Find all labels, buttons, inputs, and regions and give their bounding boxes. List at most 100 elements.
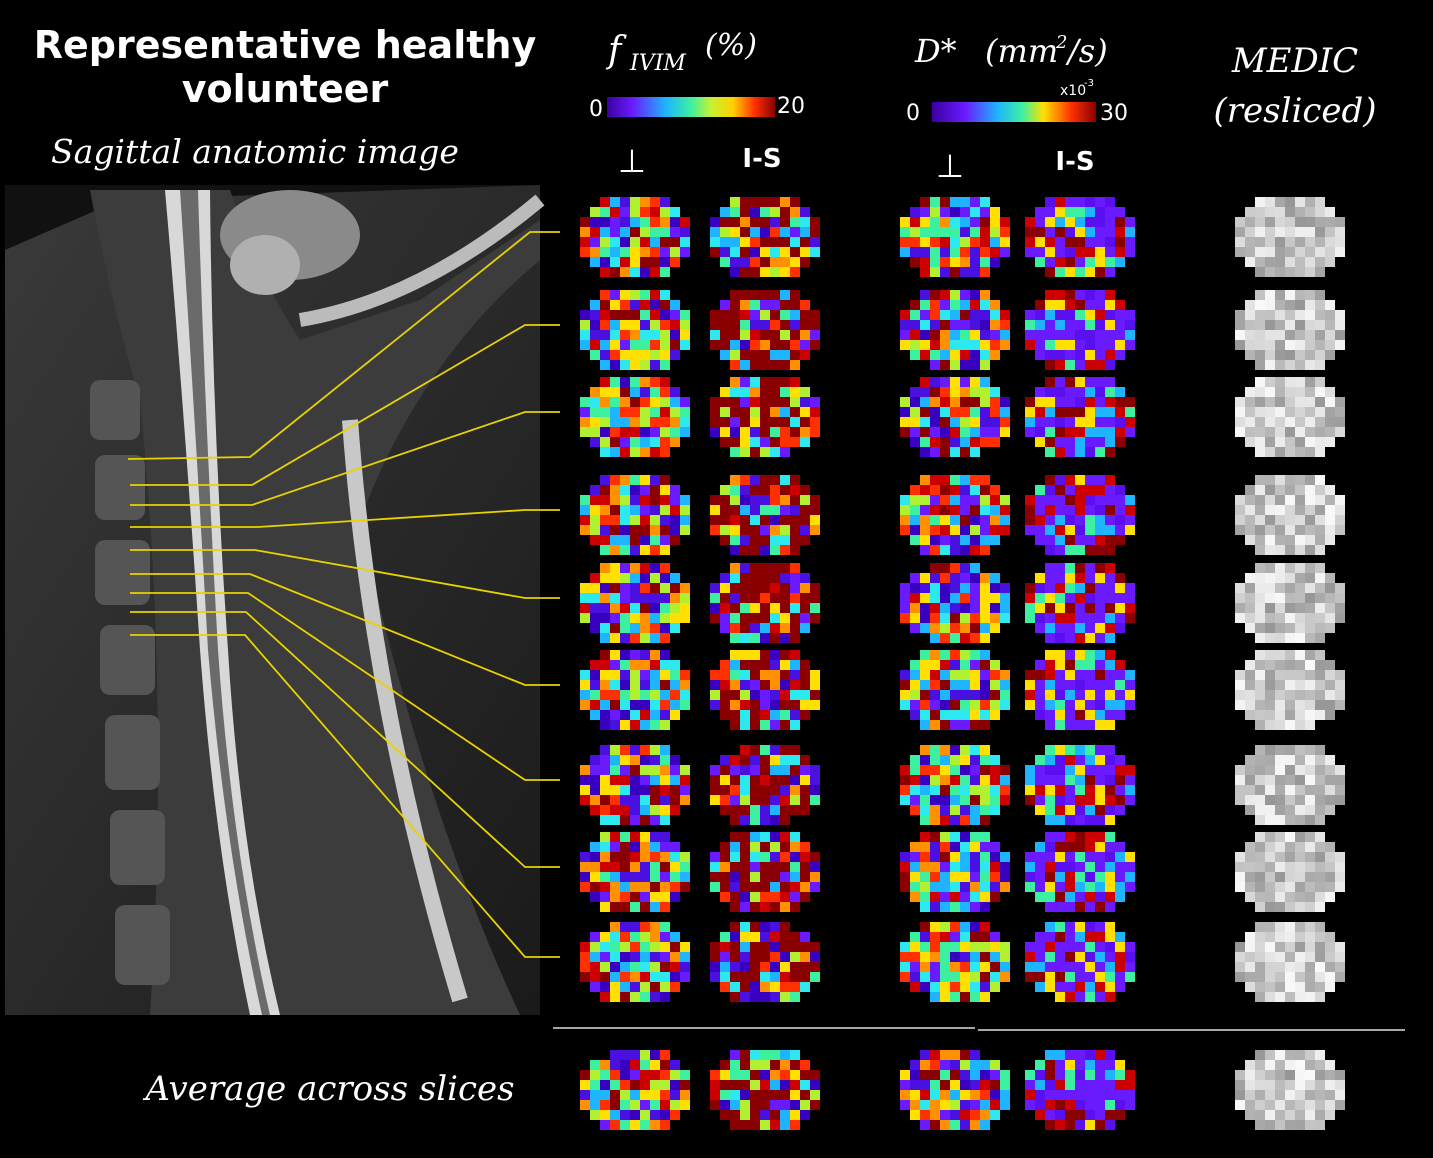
map-pixel [790, 902, 800, 912]
map-pixel [1235, 765, 1245, 775]
map-pixel [970, 427, 980, 437]
map-pixel [1125, 217, 1135, 227]
map-pixel [1025, 407, 1035, 417]
map-pixel [980, 267, 990, 277]
map-pixel [1255, 832, 1265, 842]
map-pixel [950, 217, 960, 227]
map-pixel [650, 785, 660, 795]
map-pixel [1125, 603, 1135, 613]
map-pixel [1045, 1050, 1055, 1060]
map-pixel [670, 603, 680, 613]
map-pixel [990, 842, 1000, 852]
map-pixel [930, 862, 940, 872]
map-pixel [1265, 563, 1275, 573]
map-pixel [1035, 417, 1045, 427]
map-pixel [1095, 670, 1105, 680]
map-pixel [1335, 247, 1345, 257]
map-pixel [1305, 525, 1315, 535]
map-pixel [900, 795, 910, 805]
map-pixel [1115, 397, 1125, 407]
map-pixel [990, 710, 1000, 720]
map-pixel [750, 300, 760, 310]
map-pixel [640, 842, 650, 852]
map-pixel [760, 862, 770, 872]
map-pixel [710, 785, 720, 795]
map-pixel [770, 775, 780, 785]
map-pixel [750, 593, 760, 603]
map-pixel [1115, 1090, 1125, 1100]
map-pixel [1035, 505, 1045, 515]
map-pixel [1285, 247, 1295, 257]
slice-map [900, 922, 1010, 1002]
map-pixel [900, 690, 910, 700]
map-pixel [610, 290, 620, 300]
map-pixel [920, 387, 930, 397]
map-pixel [970, 217, 980, 227]
map-pixel [930, 982, 940, 992]
map-pixel [1105, 397, 1115, 407]
map-pixel [1305, 1100, 1315, 1110]
map-pixel [640, 633, 650, 643]
map-pixel [940, 680, 950, 690]
map-pixel [780, 795, 790, 805]
map-pixel [640, 247, 650, 257]
map-pixel [1245, 952, 1255, 962]
map-pixel [1325, 660, 1335, 670]
map-pixel [1095, 815, 1105, 825]
map-pixel [1325, 795, 1335, 805]
map-pixel [1305, 563, 1315, 573]
map-pixel [980, 583, 990, 593]
map-pixel [630, 785, 640, 795]
map-pixel [770, 680, 780, 690]
map-pixel [1085, 922, 1095, 932]
map-pixel [1065, 650, 1075, 660]
map-pixel [650, 1120, 660, 1130]
map-pixel [780, 535, 790, 545]
map-pixel [1255, 417, 1265, 427]
map-pixel [910, 217, 920, 227]
map-pixel [710, 613, 720, 623]
map-pixel [600, 720, 610, 730]
map-pixel [1065, 982, 1075, 992]
map-pixel [1000, 700, 1010, 710]
map-pixel [1105, 690, 1115, 700]
map-pixel [1095, 397, 1105, 407]
map-pixel [780, 700, 790, 710]
map-pixel [940, 982, 950, 992]
map-pixel [940, 613, 950, 623]
map-pixel [990, 237, 1000, 247]
map-pixel [1325, 247, 1335, 257]
map-pixel [980, 427, 990, 437]
map-pixel [1065, 720, 1075, 730]
map-pixel [1000, 340, 1010, 350]
map-pixel [640, 603, 650, 613]
map-pixel [1265, 942, 1275, 952]
map-pixel [1295, 992, 1305, 1002]
map-pixel [630, 992, 640, 1002]
map-pixel [1115, 660, 1125, 670]
map-pixel [780, 745, 790, 755]
map-pixel [770, 237, 780, 247]
map-pixel [920, 583, 930, 593]
map-pixel [790, 1120, 800, 1130]
map-pixel [1265, 795, 1275, 805]
colorbar [607, 97, 775, 117]
map-pixel [1285, 805, 1295, 815]
map-pixel [660, 247, 670, 257]
map-pixel [950, 815, 960, 825]
map-pixel [1115, 1110, 1125, 1120]
map-pixel [740, 623, 750, 633]
map-pixel [640, 992, 650, 1002]
map-pixel [1105, 207, 1115, 217]
map-pixel [780, 623, 790, 633]
map-pixel [1085, 832, 1095, 842]
map-pixel [710, 217, 720, 227]
slice-map [580, 832, 690, 912]
map-pixel [660, 633, 670, 643]
map-pixel [770, 535, 780, 545]
map-pixel [710, 690, 720, 700]
map-pixel [600, 633, 610, 643]
map-pixel [810, 795, 820, 805]
map-pixel [750, 247, 760, 257]
map-pixel [1125, 962, 1135, 972]
